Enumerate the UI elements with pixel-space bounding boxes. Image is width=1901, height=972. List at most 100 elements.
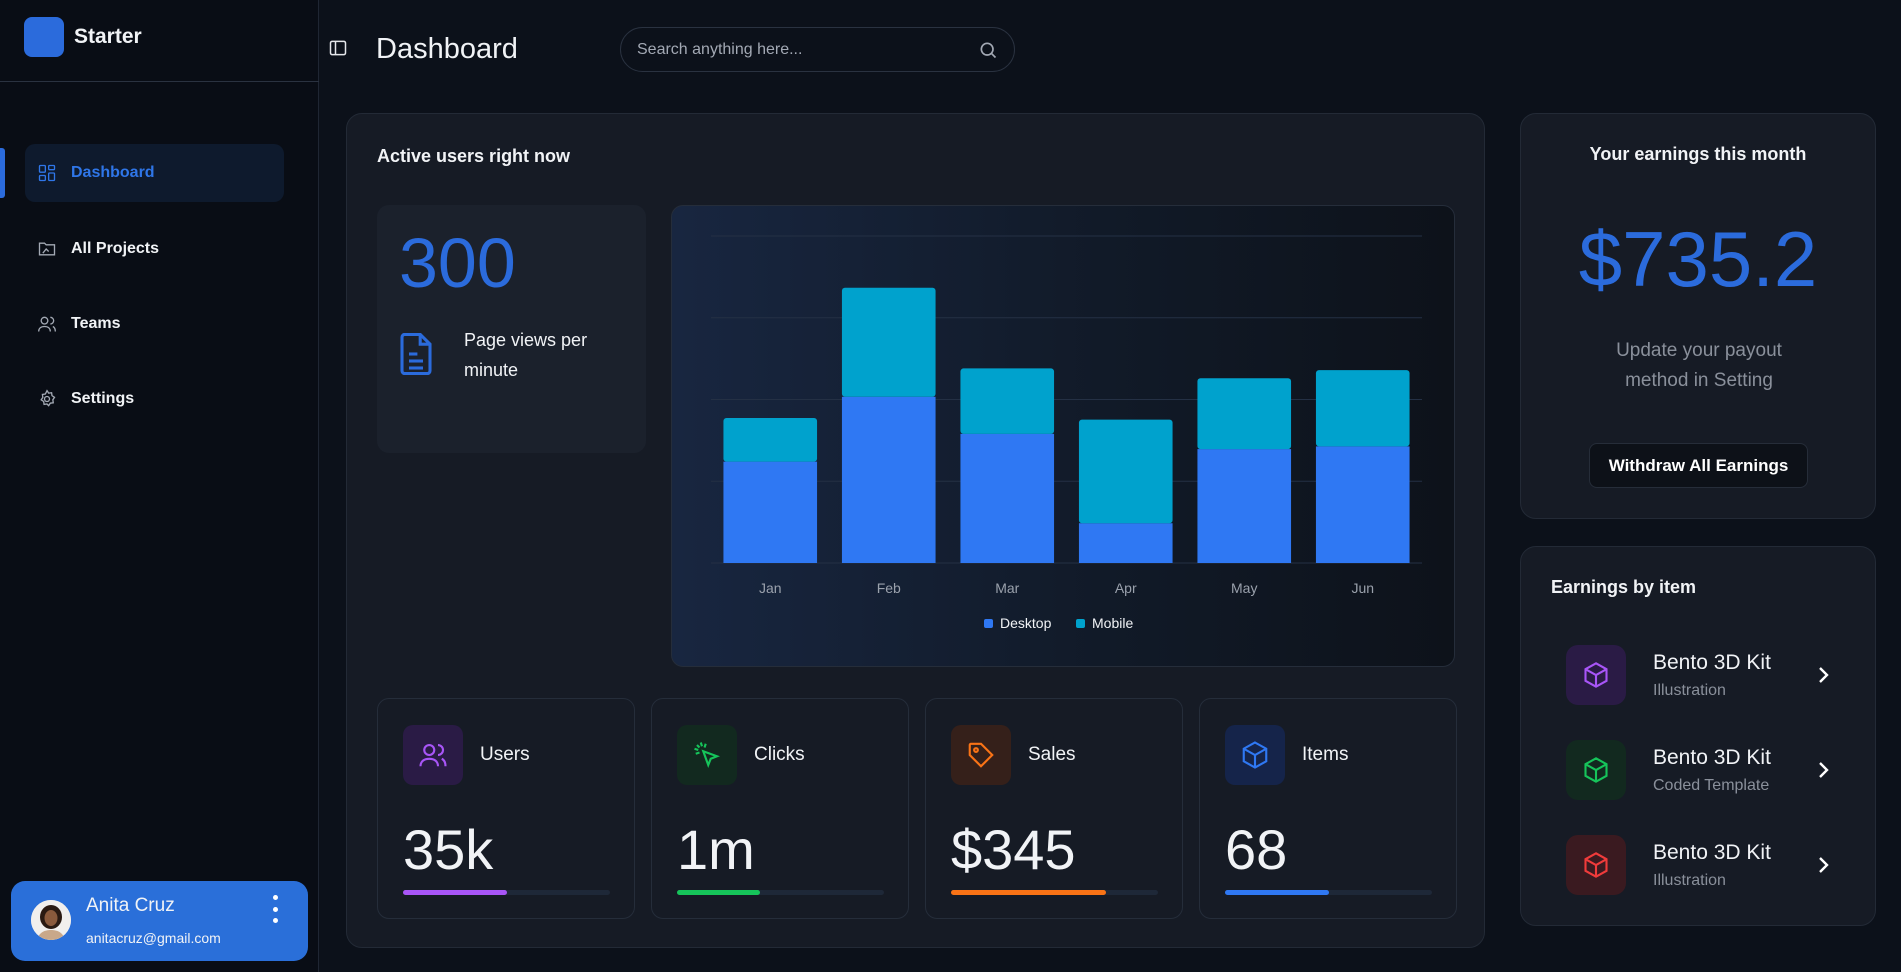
users-icon <box>419 743 447 767</box>
progress-bar <box>1225 890 1432 895</box>
box-icon-container <box>1566 645 1626 705</box>
bar-desktop-apr[interactable] <box>1078 523 1173 563</box>
item-category: Coded Template <box>1653 777 1770 794</box>
chevron-right-icon[interactable] <box>1811 758 1835 782</box>
user-email: anitacruz@gmail.com <box>86 930 221 946</box>
search-bar[interactable] <box>620 27 1015 72</box>
search-icon[interactable] <box>978 40 998 60</box>
search-input[interactable] <box>637 40 978 59</box>
progress-fill <box>951 890 1107 895</box>
sidebar-item-dashboard[interactable]: Dashboard <box>25 144 284 202</box>
item-name: Bento 3D Kit <box>1653 841 1771 864</box>
box-icon-box <box>1225 725 1285 785</box>
legend-label: Mobile <box>1092 615 1133 631</box>
stat-card-items: Items 68 <box>1199 698 1457 919</box>
earnings-by-item-title: Earnings by item <box>1551 577 1697 597</box>
progress-bar <box>951 890 1158 895</box>
earnings-item[interactable]: Bento 3D Kit Illustration <box>1566 835 1846 897</box>
stat-label: Users <box>480 744 530 765</box>
sidebar-toggle-icon[interactable] <box>328 38 348 58</box>
stat-card-sales: Sales $345 <box>925 698 1183 919</box>
x-tick-label: Feb <box>877 580 901 596</box>
brand-name: Starter <box>74 25 142 48</box>
users-icon <box>38 316 56 332</box>
sidebar-item-all-projects[interactable]: All Projects <box>25 220 284 278</box>
cursor-click-icon <box>694 742 720 768</box>
chevron-right-icon[interactable] <box>1811 853 1835 877</box>
stat-label: Items <box>1302 744 1349 765</box>
bar-desktop-mar[interactable] <box>960 433 1055 563</box>
earnings-value: $735.2 <box>1578 215 1818 303</box>
withdraw-button[interactable]: Withdraw All Earnings <box>1589 443 1808 488</box>
stat-value: $345 <box>951 818 1076 881</box>
progress-fill <box>677 890 760 895</box>
progress-bar <box>677 890 884 895</box>
logo-icon <box>24 17 64 57</box>
progress-bar <box>403 890 610 895</box>
dashboard-grid-icon <box>38 164 56 182</box>
legend-label: Desktop <box>1000 615 1052 631</box>
earnings-item[interactable]: Bento 3D Kit Illustration <box>1566 645 1846 707</box>
bar-desktop-may[interactable] <box>1197 449 1292 563</box>
sidebar-item-settings[interactable]: Settings <box>25 370 284 428</box>
box-icon-container <box>1566 835 1626 895</box>
bar-mobile-mar[interactable] <box>960 368 1055 434</box>
item-name: Bento 3D Kit <box>1653 746 1771 769</box>
folder-icon <box>38 242 56 256</box>
tag-icon <box>968 742 994 768</box>
earnings-card: Your earnings this month $735.2 Update y… <box>1520 113 1876 519</box>
x-tick-label: Apr <box>1115 580 1137 596</box>
cursor-click-icon-box <box>677 725 737 785</box>
x-tick-label: May <box>1231 580 1257 596</box>
card-title: Active users right now <box>377 146 571 166</box>
bar-mobile-apr[interactable] <box>1078 419 1173 524</box>
stat-label: Clicks <box>754 744 805 765</box>
progress-fill <box>403 890 507 895</box>
more-options-icon[interactable] <box>269 895 281 923</box>
item-category: Illustration <box>1653 682 1726 699</box>
bar-mobile-feb[interactable] <box>841 287 936 397</box>
box-icon <box>1584 662 1608 688</box>
sidebar-item-label: Settings <box>71 390 135 407</box>
box-icon <box>1584 757 1608 783</box>
stat-card-clicks: Clicks 1m <box>651 698 909 919</box>
x-tick-label: Mar <box>995 580 1019 596</box>
box-icon <box>1242 741 1268 769</box>
gear-icon <box>40 389 56 407</box>
bar-mobile-may[interactable] <box>1197 378 1292 450</box>
stacked-bar-chart: Jan Feb Mar Apr May Jun Desktop Mobile <box>711 235 1422 631</box>
bar-mobile-jun[interactable] <box>1315 370 1410 447</box>
earnings-by-item-card: Earnings by item Bento 3D Kit Illustrati… <box>1520 546 1876 926</box>
document-icon <box>400 333 432 375</box>
bar-desktop-feb[interactable] <box>841 396 936 563</box>
stat-value: 35k <box>403 818 494 881</box>
bar-mobile-jan[interactable] <box>723 418 818 462</box>
sidebar-item-label: Dashboard <box>71 164 155 181</box>
user-profile-card[interactable]: Anita Cruz anitacruz@gmail.com <box>11 881 308 961</box>
user-name: Anita Cruz <box>86 895 175 916</box>
chevron-right-icon[interactable] <box>1811 663 1835 687</box>
stat-label: Sales <box>1028 744 1076 765</box>
box-icon <box>1584 852 1608 878</box>
item-category: Illustration <box>1653 872 1726 889</box>
progress-fill <box>1225 890 1329 895</box>
sidebar-item-label: Teams <box>71 315 121 332</box>
users-icon-box <box>403 725 463 785</box>
x-tick-label: Jan <box>759 580 782 596</box>
legend-swatch <box>984 619 993 628</box>
earnings-item[interactable]: Bento 3D Kit Coded Template <box>1566 740 1846 802</box>
avatar <box>31 900 71 940</box>
bar-desktop-jan[interactable] <box>723 461 818 563</box>
sidebar: Starter Dashboard All Projects Teams Set… <box>0 0 319 972</box>
page-views-box: 300 Page views per minute <box>377 205 646 453</box>
active-indicator <box>0 148 5 198</box>
page-views-caption: Page views per minute <box>464 330 588 380</box>
item-name: Bento 3D Kit <box>1653 651 1771 674</box>
stat-value: 68 <box>1225 818 1288 881</box>
active-users-card: Active users right now 300 Page views pe… <box>346 113 1485 948</box>
tag-icon-box <box>951 725 1011 785</box>
bar-desktop-jun[interactable] <box>1315 446 1410 563</box>
sidebar-item-teams[interactable]: Teams <box>25 295 284 353</box>
chart-card: Jan Feb Mar Apr May Jun Desktop Mobile <box>671 205 1455 667</box>
active-users-value: 300 <box>399 224 516 302</box>
